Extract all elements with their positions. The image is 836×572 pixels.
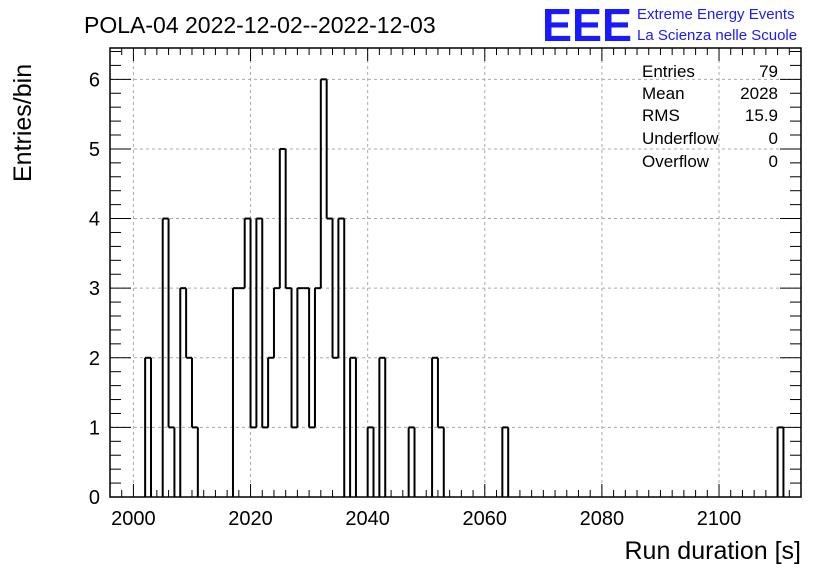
y-axis-label: Entries/bin [9, 64, 37, 182]
y-tick-label: 0 [89, 487, 100, 509]
stats-value-overflow: 0 [769, 152, 778, 171]
stats-label-underflow: Underflow [642, 129, 719, 148]
stats-value-mean: 2028 [740, 84, 778, 103]
x-axis-label: Run duration [s] [625, 537, 802, 565]
x-tick-label: 2100 [697, 508, 742, 530]
x-tick-label: 2080 [580, 508, 625, 530]
eee-logo-line2: La Scienza nelle Scuole [637, 27, 797, 44]
stats-value-entries: 79 [759, 62, 778, 81]
axis-ticks: 2000 2020 2040 2060 2080 2100 0 1 2 3 4 5 6 [89, 48, 802, 530]
eee-logo: EEE Extreme Energy Events La Scienza nel… [542, 0, 797, 51]
y-tick-label: 2 [89, 348, 100, 370]
x-tick-label: 2040 [345, 508, 390, 530]
stats-label-rms: RMS [642, 106, 680, 125]
stats-box: Entries 79 Mean 2028 RMS 15.9 Underflow … [642, 62, 778, 171]
y-tick-label: 1 [89, 417, 100, 439]
stats-label-mean: Mean [642, 84, 685, 103]
x-tick-label: 2060 [463, 508, 508, 530]
x-tick-label: 2000 [111, 508, 156, 530]
y-tick-label: 4 [89, 209, 100, 231]
grid-lines [110, 48, 801, 497]
eee-logo-mark: EEE [542, 0, 632, 51]
chart-title: POLA-04 2022-12-02--2022-12-03 [84, 12, 436, 38]
eee-logo-line1: Extreme Energy Events [637, 6, 795, 23]
stats-label-entries: Entries [642, 62, 695, 81]
plot-frame [109, 47, 802, 498]
histogram-bars [144, 78, 785, 497]
y-tick-label: 5 [89, 139, 100, 161]
stats-value-underflow: 0 [769, 129, 778, 148]
stats-value-rms: 15.9 [745, 106, 778, 125]
y-tick-label: 3 [89, 278, 100, 300]
x-tick-label: 2020 [228, 508, 273, 530]
stats-label-overflow: Overflow [642, 152, 710, 171]
y-tick-label: 6 [89, 69, 100, 91]
